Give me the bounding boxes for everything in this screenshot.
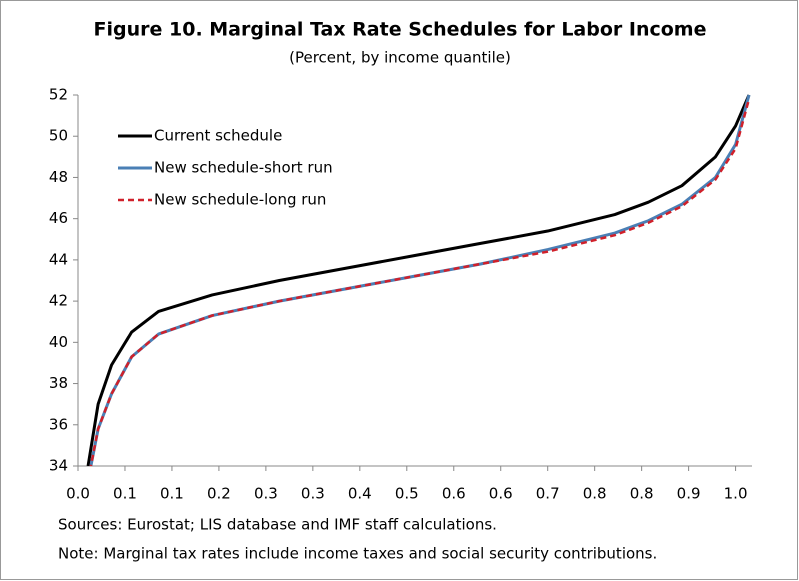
y-tick-label: 38 <box>49 374 68 392</box>
x-tick-label: 1.0 <box>724 485 748 503</box>
x-tick-label: 0.3 <box>301 485 325 503</box>
x-tick-label: 0.1 <box>113 485 137 503</box>
legend-label: New schedule-short run <box>154 159 333 177</box>
x-tick-label: 0.7 <box>536 485 560 503</box>
x-tick-label: 0.4 <box>348 485 372 503</box>
y-tick-label: 48 <box>49 168 68 186</box>
y-tick-label: 40 <box>49 333 68 351</box>
y-tick-label: 44 <box>49 250 68 268</box>
chart-title: Figure 10. Marginal Tax Rate Schedules f… <box>94 19 707 41</box>
x-tick-label: 0.6 <box>442 485 466 503</box>
x-tick-label: 0.0 <box>66 485 90 503</box>
y-tick-label: 34 <box>49 457 68 475</box>
x-tick-label: 0.8 <box>583 485 607 503</box>
x-tick-label: 0.2 <box>207 485 231 503</box>
x-tick-label: 0.6 <box>489 485 513 503</box>
x-tick-label: 0.1 <box>160 485 184 503</box>
y-tick-label: 46 <box>49 209 68 227</box>
x-tick-label: 0.9 <box>677 485 701 503</box>
y-tick-label: 42 <box>49 292 68 310</box>
note: Note: Marginal tax rates include income … <box>58 545 657 563</box>
x-tick-label: 0.8 <box>630 485 654 503</box>
chart-subtitle: (Percent, by income quantile) <box>289 49 511 67</box>
x-tick-label: 0.3 <box>254 485 278 503</box>
series-line <box>89 98 751 466</box>
y-tick-label: 36 <box>49 415 68 433</box>
series-line <box>86 94 751 466</box>
sources: Sources: Eurostat; LIS database and IMF … <box>58 516 497 534</box>
legend-label: Current schedule <box>154 127 282 145</box>
legend-label: New schedule-long run <box>154 191 326 209</box>
x-tick-label: 0.5 <box>395 485 419 503</box>
y-tick-label: 50 <box>49 127 68 145</box>
y-tick-label: 52 <box>49 86 68 104</box>
plot-area <box>86 94 751 466</box>
series-line <box>89 94 751 466</box>
